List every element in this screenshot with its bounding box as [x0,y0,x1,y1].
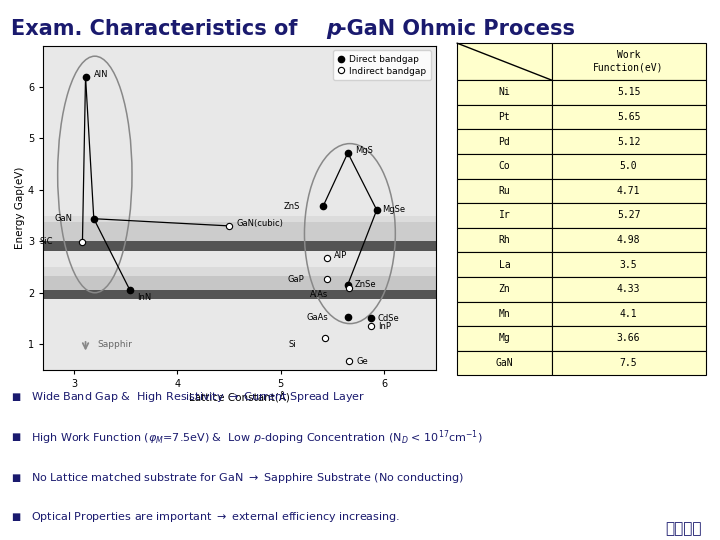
Text: CdSe: CdSe [378,314,400,323]
Text: AlAs: AlAs [310,291,328,299]
Text: 4.71: 4.71 [617,186,640,196]
Text: No Lattice matched substrate for GaN $\rightarrow$ Sapphire Substrate (No conduc: No Lattice matched substrate for GaN $\r… [31,471,464,485]
Text: Co: Co [498,161,510,171]
Text: 5.65: 5.65 [617,112,640,122]
Bar [552,301,706,326]
Text: Ge: Ge [356,356,368,366]
Text: Pd: Pd [498,137,510,146]
Text: Pt: Pt [498,112,510,122]
Text: 5.0: 5.0 [620,161,637,171]
Text: -GaN Ohmic Process: -GaN Ohmic Process [338,19,575,39]
Bar [457,228,552,252]
Legend: Direct bandgap, Indirect bandgap: Direct bandgap, Indirect bandgap [333,50,431,80]
Text: 7.5: 7.5 [620,358,637,368]
Text: 4.1: 4.1 [620,309,637,319]
Text: Exam. Characteristics of: Exam. Characteristics of [11,19,305,39]
Text: InN: InN [138,293,151,302]
Text: GaP: GaP [288,275,305,284]
Bar [43,241,436,251]
Text: AlP: AlP [334,251,348,260]
Bar [457,80,552,105]
Text: MgSe: MgSe [382,205,405,214]
Text: GaN(cubic): GaN(cubic) [236,219,283,228]
Text: 5.27: 5.27 [617,211,640,220]
Bar [457,43,552,80]
Text: ■: ■ [11,392,20,402]
Text: ZnSe: ZnSe [355,280,377,289]
Text: Ni: Ni [498,87,510,97]
Text: La: La [498,260,510,269]
Text: ■: ■ [11,473,20,483]
Text: ■: ■ [11,512,20,522]
Text: GaAs: GaAs [307,313,328,322]
Bar [457,154,552,179]
Bar [43,267,436,276]
Bar [552,43,706,80]
Text: Optical Properties are important $\rightarrow$ external efficiency increasing.: Optical Properties are important $\right… [31,510,400,524]
Text: 5.15: 5.15 [617,87,640,97]
Bar [552,203,706,228]
Text: 5.12: 5.12 [617,137,640,146]
Text: GaN: GaN [55,214,73,223]
Bar [457,277,552,301]
Bar [552,277,706,301]
Bar [43,276,436,290]
Text: Rh: Rh [498,235,510,245]
Bar [457,105,552,129]
Bar [43,290,436,300]
Bar [552,179,706,203]
Bar [552,252,706,277]
Bar [552,105,706,129]
Bar [552,326,706,350]
Bar [43,222,436,241]
Bar [457,129,552,154]
Bar [457,203,552,228]
Text: 삼성전기: 삼성전기 [665,521,702,536]
Text: Ir: Ir [498,211,510,220]
Bar [552,80,706,105]
Text: GaN: GaN [495,358,513,368]
Text: InP: InP [378,322,391,330]
Bar [552,228,706,252]
Text: Mn: Mn [498,309,510,319]
Text: 3.5: 3.5 [620,260,637,269]
Bar [552,129,706,154]
Text: SiC: SiC [39,238,53,246]
Text: 4.98: 4.98 [617,235,640,245]
Bar [457,326,552,350]
Text: ZnS: ZnS [284,202,300,211]
Text: High Work Function ($\varphi_M$=7.5eV) &  Low $p$-doping Concentration (N$_D$ < : High Work Function ($\varphi_M$=7.5eV) &… [31,428,482,447]
Text: Zn: Zn [498,284,510,294]
Text: 4.33: 4.33 [617,284,640,294]
Y-axis label: Energy Gap(eV): Energy Gap(eV) [15,167,25,249]
Text: p: p [326,19,341,39]
Text: Si: Si [289,340,297,349]
Text: Work
Function(eV): Work Function(eV) [593,50,664,73]
Text: MgS: MgS [355,146,373,155]
X-axis label: Lattice Constant(Å): Lattice Constant(Å) [189,392,290,403]
Text: ■: ■ [11,433,20,442]
Text: Wide Band Gap &  High Resistivity $\rightarrow$ Current Spread Layer: Wide Band Gap & High Resistivity $\right… [31,390,365,404]
Bar [457,179,552,203]
Text: 3.66: 3.66 [617,333,640,343]
Text: Mg: Mg [498,333,510,343]
Bar [457,252,552,277]
Bar [552,154,706,179]
Bar [43,215,436,222]
Bar [457,350,552,375]
Text: Ru: Ru [498,186,510,196]
Text: AlN: AlN [94,70,108,79]
Text: Sapphir: Sapphir [97,340,132,349]
Bar [552,350,706,375]
Bar [457,301,552,326]
